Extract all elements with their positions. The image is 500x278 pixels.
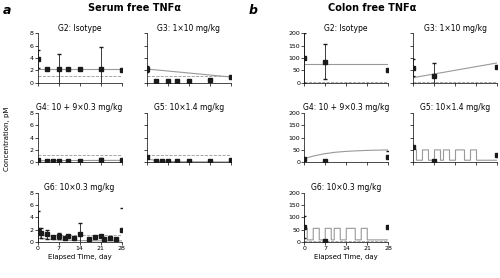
Title: G2: Isotype: G2: Isotype: [324, 24, 368, 33]
Title: G5: 10×1.4 mg/kg: G5: 10×1.4 mg/kg: [154, 103, 224, 112]
Title: G5: 10×1.4 mg/kg: G5: 10×1.4 mg/kg: [420, 103, 490, 112]
X-axis label: Elapsed Time, day: Elapsed Time, day: [314, 254, 378, 260]
Title: G3: 1×10 mg/kg: G3: 1×10 mg/kg: [424, 24, 487, 33]
Title: G6: 10×0.3 mg/kg: G6: 10×0.3 mg/kg: [44, 183, 114, 192]
Title: G3: 1×10 mg/kg: G3: 1×10 mg/kg: [158, 24, 220, 33]
Text: b: b: [249, 4, 258, 17]
Title: G4: 10 + 9×0.3 mg/kg: G4: 10 + 9×0.3 mg/kg: [303, 103, 390, 112]
Text: a: a: [2, 4, 11, 17]
Title: G2: Isotype: G2: Isotype: [58, 24, 102, 33]
Text: Serum free TNFα: Serum free TNFα: [88, 3, 182, 13]
Title: G4: 10 + 9×0.3 mg/kg: G4: 10 + 9×0.3 mg/kg: [36, 103, 122, 112]
Text: Concentration, pM: Concentration, pM: [4, 107, 10, 171]
Title: G6: 10×0.3 mg/kg: G6: 10×0.3 mg/kg: [311, 183, 382, 192]
X-axis label: Elapsed Time, day: Elapsed Time, day: [48, 254, 112, 260]
Text: Colon free TNFα: Colon free TNFα: [328, 3, 416, 13]
